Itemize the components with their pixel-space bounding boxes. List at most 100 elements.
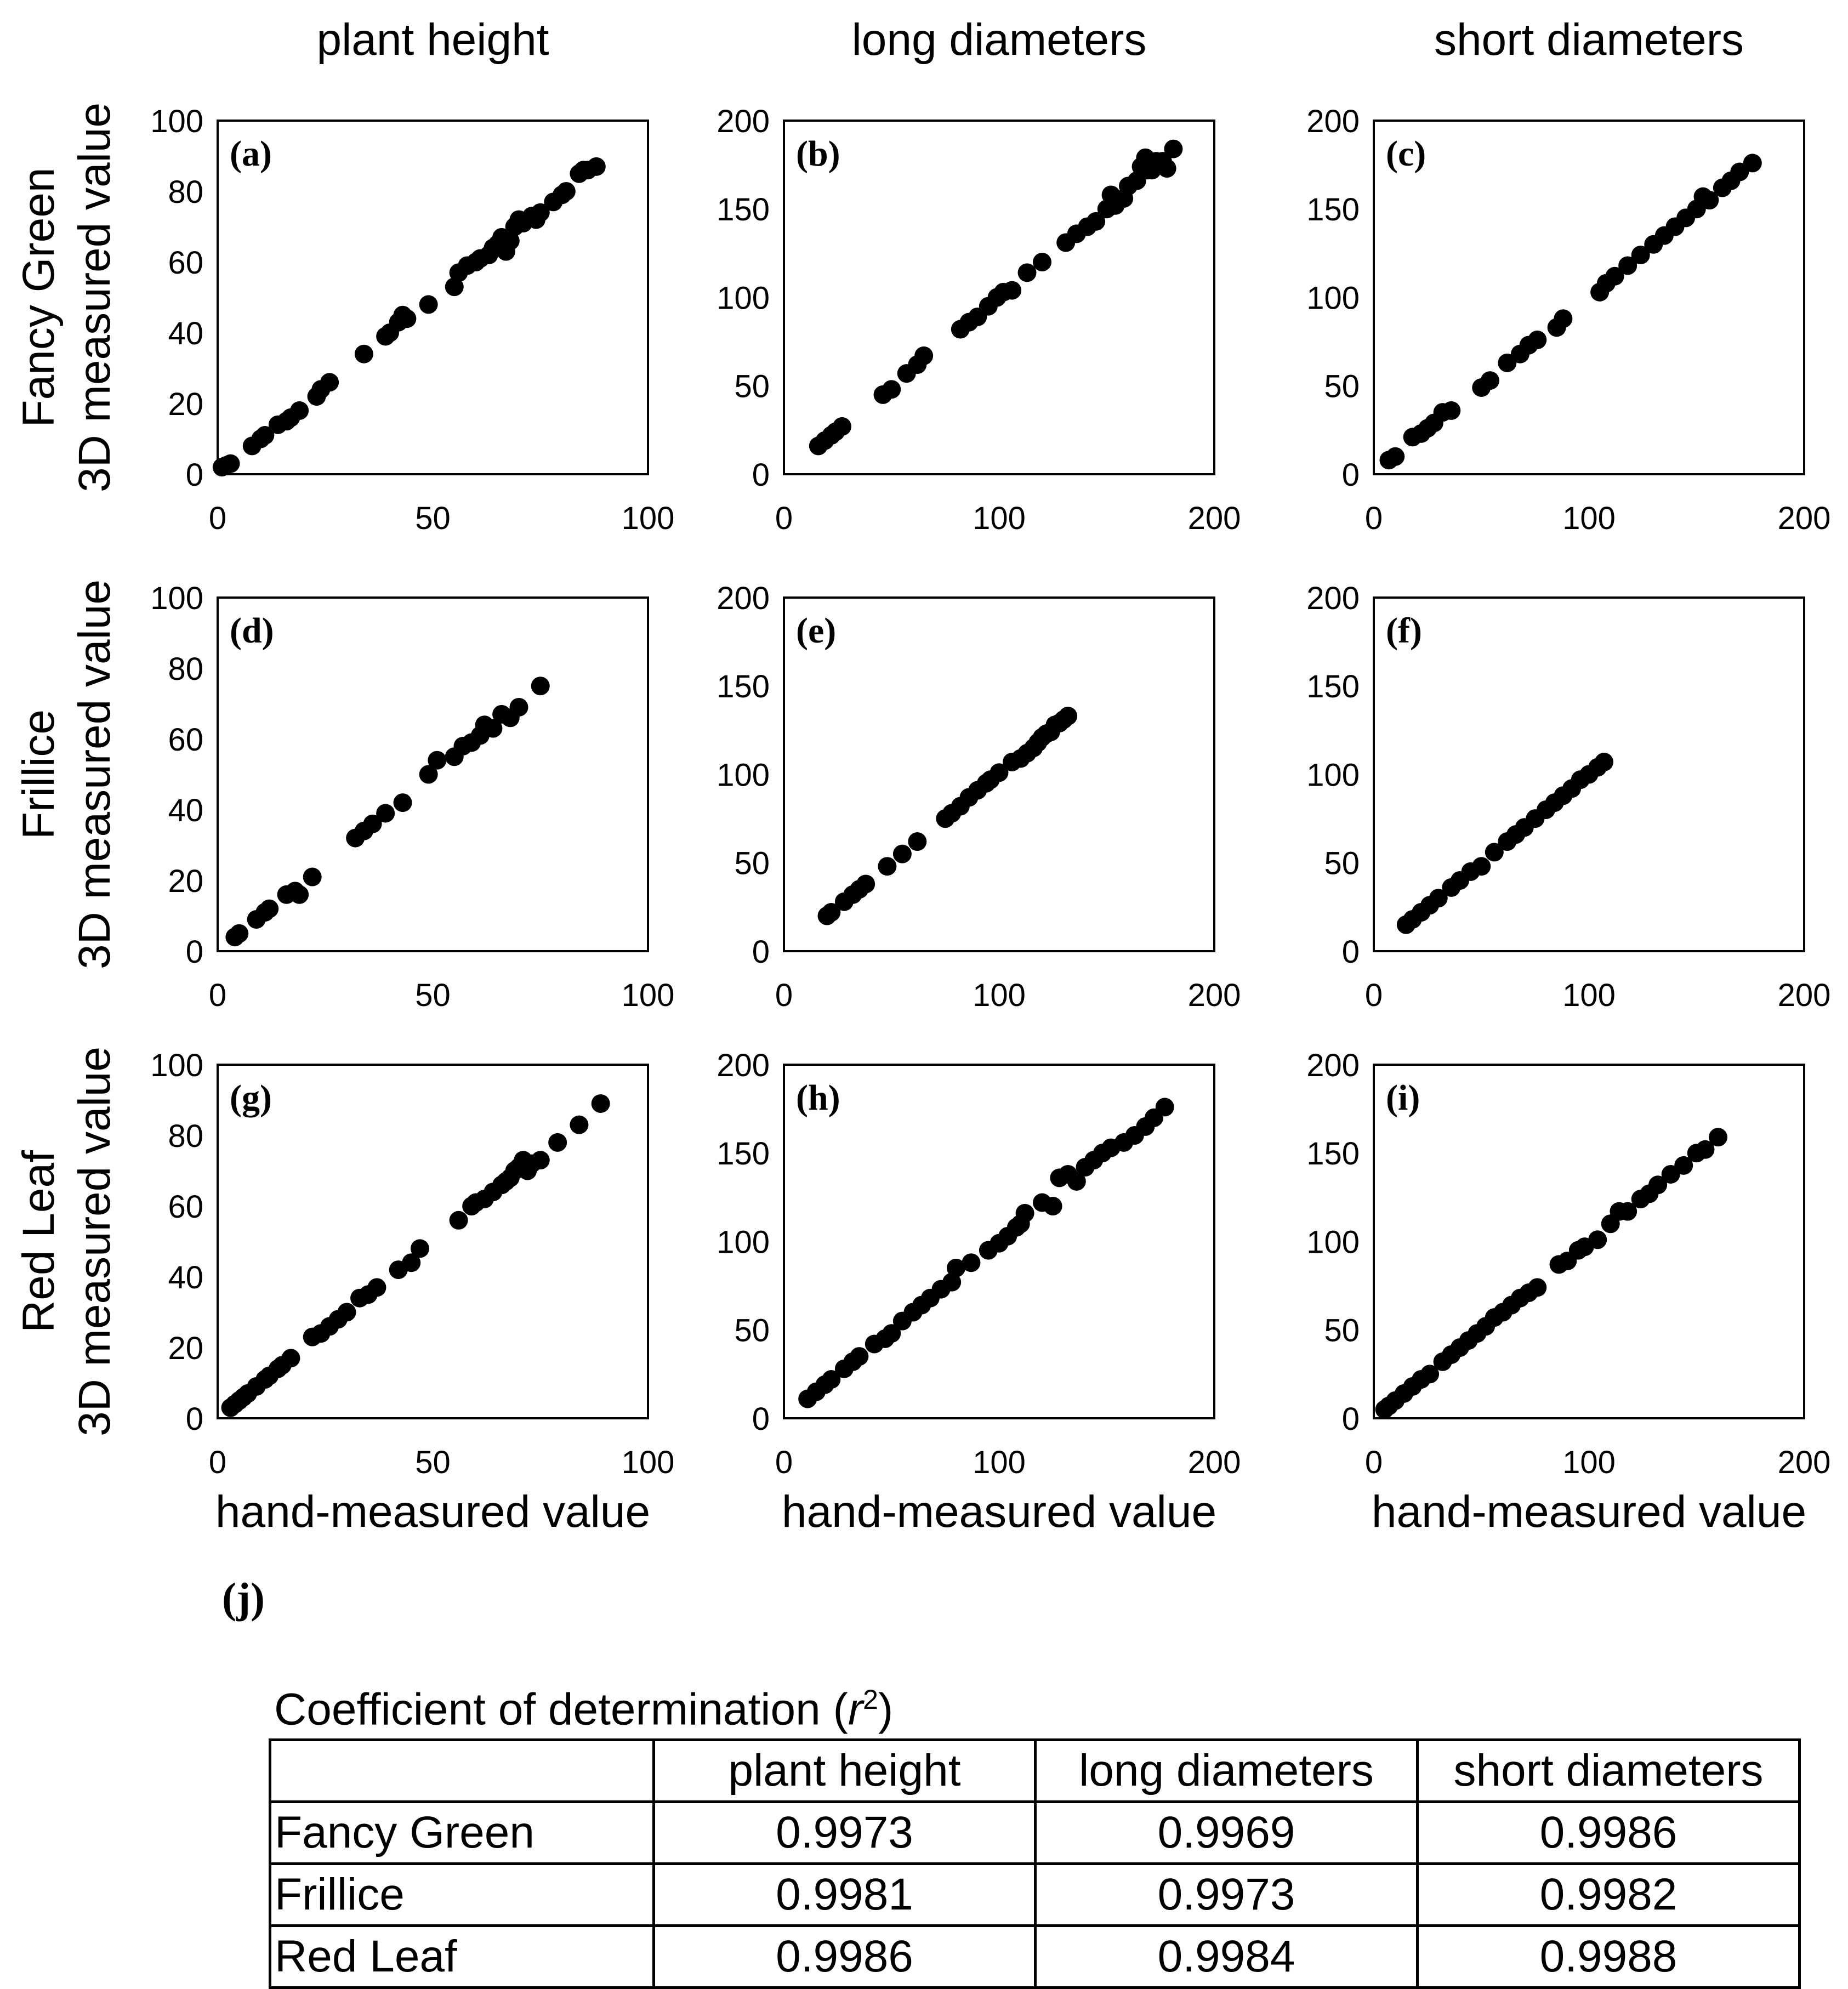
x-tick-label: 100 [622,1445,675,1480]
table-row: Fancy Green 0.9973 0.9969 0.9986 [269,1800,1801,1866]
y-tick-label: 150 [717,669,770,704]
data-point [587,157,606,176]
y-tick-label: 150 [717,192,770,228]
plot-frame [783,596,1215,952]
x-axis-label: hand-measured value [1372,1487,1806,1537]
data-point [882,1324,901,1343]
data-point [1700,191,1719,210]
plot-frame [783,1064,1215,1419]
table-title: Coefficient of determination (r2) [274,1686,1798,1732]
x-tick-label: 0 [775,1445,793,1480]
data-point [1594,752,1613,771]
data-point [337,1303,356,1322]
data-point [892,844,912,863]
y-tick-label: 100 [717,757,770,793]
panel-label: (e) [796,611,836,651]
data-point [1709,1128,1727,1147]
data-point [822,1370,841,1389]
y-tick-label: 0 [186,1401,203,1437]
panel-label: (h) [796,1078,840,1118]
y-tick-label: 200 [717,581,770,616]
y-tick-label: 20 [168,863,203,899]
data-point [1087,212,1106,231]
data-point [509,697,528,717]
x-tick-label: 0 [209,1445,226,1480]
y-tick-label: 200 [1306,1048,1360,1083]
data-point [832,417,851,436]
data-point [1164,139,1183,158]
y-tick-label: 0 [1342,934,1360,970]
table-cell: 0.9988 [1416,1924,1801,1989]
x-tick-label: 50 [415,501,451,536]
data-point [354,344,373,363]
y-tick-label: 150 [717,1136,770,1172]
data-point [449,1211,468,1230]
y-tick-label: 150 [1306,669,1360,704]
y-axis-label: 3D measured value [70,1047,120,1436]
data-point [908,832,927,851]
y-tick-label: 100 [717,1224,770,1260]
y-tick-label: 50 [734,369,770,405]
y-axis-label: 3D measured value [70,579,120,969]
plot-frame [217,596,649,952]
table-cell: 0.9986 [652,1924,1037,1989]
x-tick-label: 0 [209,501,226,536]
y-tick-label: 80 [168,651,203,687]
table-header-row: plant height long diameters short diamet… [269,1738,1801,1804]
plot-frame [1373,1064,1805,1419]
data-point [260,899,279,918]
data-point [822,903,841,922]
table-title-suffix: ) [878,1684,894,1735]
data-point [393,793,412,812]
y-tick-label: 50 [734,1313,770,1349]
y-tick-label: 200 [717,1048,770,1083]
data-point [281,1349,300,1368]
data-point [445,277,464,297]
data-point [484,719,503,738]
data-point [882,380,901,399]
table-cell: 0.9973 [652,1800,1037,1866]
data-point [1605,266,1624,286]
data-point [419,765,438,784]
data-point [1631,246,1650,265]
row-title: Fancy Green [14,168,64,428]
data-point [410,1239,429,1258]
table-row-label: Frillice [269,1862,655,1928]
data-point [1674,1156,1693,1175]
panel-label: (d) [230,611,274,651]
column-title: short diameters [1434,15,1744,65]
x-tick-label: 100 [973,501,1026,536]
data-point [1033,253,1051,271]
table-cell: 0.9982 [1416,1862,1801,1928]
table-header-cell: plant height [652,1738,1037,1804]
data-point [402,1253,421,1272]
y-tick-label: 50 [734,846,770,882]
table-row: Red Leaf 0.9986 0.9984 0.9988 [269,1924,1801,1989]
data-point [1043,1197,1062,1215]
data-point [556,182,576,201]
plot-frame [217,120,649,475]
panel-label: (a) [230,134,272,174]
data-point [1618,1202,1637,1221]
data-point [303,867,322,886]
data-point [1480,371,1499,390]
data-point [1155,1098,1174,1117]
table-title-prefix: Coefficient of determination ( [274,1684,848,1735]
y-tick-label: 100 [150,104,203,139]
x-tick-label: 50 [415,1445,451,1480]
x-tick-label: 100 [973,1445,1026,1480]
row-title: Frillice [14,709,64,839]
row-title: Red Leaf [14,1150,64,1333]
data-point [942,1272,962,1292]
plot-frame [217,1064,649,1419]
table-row-label: Red Leaf [269,1924,655,1989]
data-point [962,1253,981,1272]
y-tick-label: 50 [1324,846,1360,882]
plot-frame [783,120,1215,475]
y-tick-label: 0 [752,934,770,970]
y-tick-label: 0 [752,1401,770,1437]
y-tick-label: 20 [168,387,203,422]
y-tick-label: 40 [168,793,203,828]
data-point [548,1133,567,1152]
data-point [501,231,520,251]
